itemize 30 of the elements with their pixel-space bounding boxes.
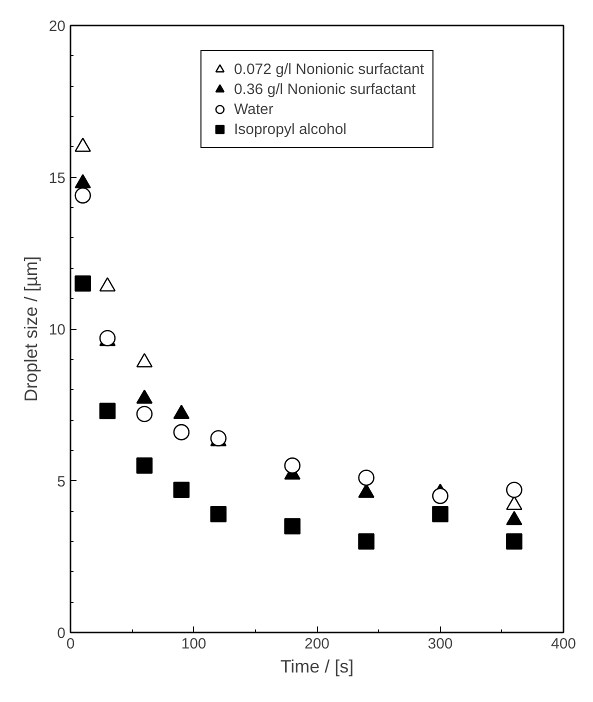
y-tick-label: 20 bbox=[48, 18, 66, 35]
x-tick-label: 200 bbox=[304, 636, 330, 652]
point bbox=[136, 353, 153, 368]
x-tick-label: 100 bbox=[181, 636, 206, 652]
point bbox=[74, 138, 91, 152]
legend-label: Water bbox=[234, 100, 274, 118]
point bbox=[136, 457, 153, 474]
legend-label: 0.072 g/l Nonionic surfactant bbox=[234, 60, 424, 78]
point bbox=[173, 482, 190, 498]
point bbox=[432, 488, 448, 504]
x-axis-title: Time / [s] bbox=[280, 656, 354, 676]
point bbox=[432, 506, 448, 522]
y-tick-label: 0 bbox=[57, 625, 66, 642]
y-tick-label: 5 bbox=[57, 473, 66, 490]
point bbox=[99, 277, 116, 292]
legend-label: 0.36 g/l Nonionic surfactant bbox=[234, 80, 416, 98]
y-tick-label: 10 bbox=[48, 322, 66, 338]
x-tick-label: 400 bbox=[550, 636, 576, 652]
y-axis-title: Droplet size / [µm] bbox=[20, 256, 41, 402]
point bbox=[506, 533, 522, 550]
point bbox=[99, 402, 116, 420]
y-tick-label: 15 bbox=[48, 170, 66, 187]
point bbox=[210, 506, 227, 522]
point bbox=[74, 174, 91, 188]
point bbox=[358, 533, 374, 550]
x-tick-label: 300 bbox=[428, 636, 453, 652]
point bbox=[284, 518, 300, 534]
point bbox=[74, 275, 91, 292]
point bbox=[284, 457, 300, 474]
legend-label: Isopropyl alcohol bbox=[234, 120, 347, 138]
